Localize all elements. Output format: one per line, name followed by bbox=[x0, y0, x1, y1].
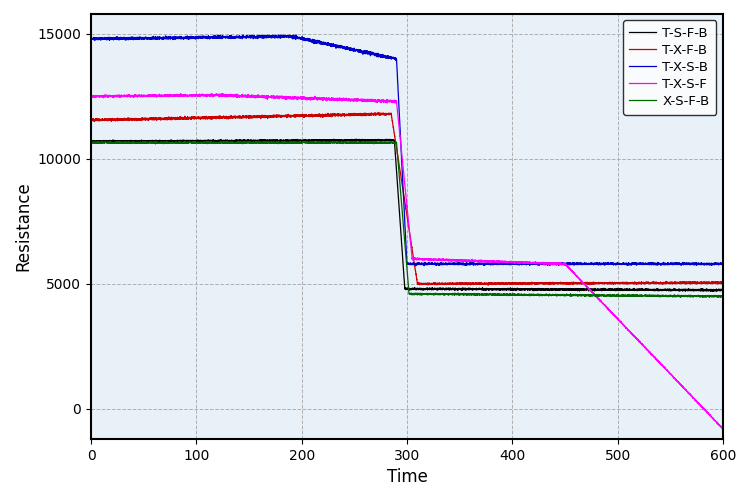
T-S-F-B bbox=[86, 138, 95, 144]
X-S-F-B bbox=[233, 140, 242, 146]
Line: T-X-S-F: T-X-S-F bbox=[91, 94, 723, 428]
T-X-S-B bbox=[718, 260, 728, 266]
T-X-S-B bbox=[292, 32, 301, 38]
X-S-F-B bbox=[237, 140, 246, 146]
T-X-F-B bbox=[325, 111, 334, 117]
T-X-S-B bbox=[325, 41, 334, 47]
T-X-F-B bbox=[237, 114, 246, 119]
T-S-F-B bbox=[370, 137, 379, 143]
T-X-F-B bbox=[713, 281, 722, 287]
T-S-F-B bbox=[233, 138, 242, 143]
T-X-S-F bbox=[237, 92, 246, 98]
T-X-F-B bbox=[374, 110, 382, 116]
T-X-S-F bbox=[233, 94, 242, 100]
T-X-F-B bbox=[370, 110, 379, 116]
T-X-S-B bbox=[237, 34, 246, 40]
Line: T-X-S-B: T-X-S-B bbox=[91, 35, 723, 266]
T-X-S-F bbox=[217, 90, 226, 96]
T-X-F-B bbox=[233, 114, 242, 120]
X-S-F-B bbox=[86, 140, 95, 146]
Legend: T-S-F-B, T-X-F-B, T-X-S-B, T-X-S-F, X-S-F-B: T-S-F-B, T-X-F-B, T-X-S-B, T-X-S-F, X-S-… bbox=[623, 20, 716, 114]
T-X-S-B bbox=[370, 52, 379, 58]
Y-axis label: Resistance: Resistance bbox=[14, 182, 32, 271]
X-S-F-B bbox=[260, 138, 269, 144]
T-X-S-B bbox=[419, 262, 428, 268]
T-S-F-B bbox=[240, 138, 249, 143]
T-S-F-B bbox=[709, 288, 718, 294]
X-S-F-B bbox=[718, 294, 728, 300]
Line: T-X-F-B: T-X-F-B bbox=[91, 112, 723, 286]
T-X-S-F bbox=[370, 97, 379, 103]
Line: T-S-F-B: T-S-F-B bbox=[91, 139, 723, 292]
T-S-F-B bbox=[325, 137, 334, 143]
T-X-S-F bbox=[718, 426, 728, 432]
T-S-F-B bbox=[237, 138, 246, 144]
T-X-F-B bbox=[86, 118, 95, 124]
T-X-S-F bbox=[240, 93, 249, 99]
T-X-S-F bbox=[86, 93, 95, 99]
T-X-F-B bbox=[718, 280, 728, 286]
X-axis label: Time: Time bbox=[386, 468, 427, 486]
T-X-S-F bbox=[325, 96, 334, 102]
T-X-S-B bbox=[240, 34, 249, 40]
T-S-F-B bbox=[382, 136, 391, 142]
T-S-F-B bbox=[713, 286, 722, 292]
T-X-S-B bbox=[233, 34, 242, 40]
Line: X-S-F-B: X-S-F-B bbox=[91, 142, 723, 298]
T-S-F-B bbox=[718, 288, 728, 294]
X-S-F-B bbox=[676, 294, 685, 300]
T-X-F-B bbox=[240, 114, 249, 120]
T-X-F-B bbox=[484, 282, 493, 288]
T-X-S-B bbox=[713, 260, 722, 266]
X-S-F-B bbox=[713, 294, 722, 300]
X-S-F-B bbox=[370, 140, 379, 146]
X-S-F-B bbox=[240, 140, 249, 146]
T-X-S-B bbox=[86, 35, 95, 41]
T-X-S-F bbox=[713, 420, 722, 426]
X-S-F-B bbox=[325, 140, 334, 146]
